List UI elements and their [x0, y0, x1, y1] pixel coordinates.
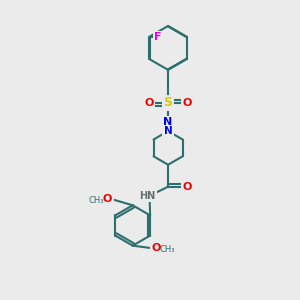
Text: O: O — [103, 194, 112, 204]
Text: O: O — [144, 98, 153, 108]
Text: N: N — [164, 126, 172, 136]
Text: HN: HN — [139, 191, 155, 201]
Text: O: O — [151, 243, 160, 253]
Text: O: O — [183, 98, 192, 108]
Text: N: N — [164, 117, 173, 127]
Text: F: F — [154, 32, 162, 42]
Text: CH₃: CH₃ — [160, 245, 175, 254]
Text: O: O — [183, 182, 192, 192]
Text: CH₃: CH₃ — [89, 196, 104, 205]
Text: S: S — [164, 96, 172, 109]
